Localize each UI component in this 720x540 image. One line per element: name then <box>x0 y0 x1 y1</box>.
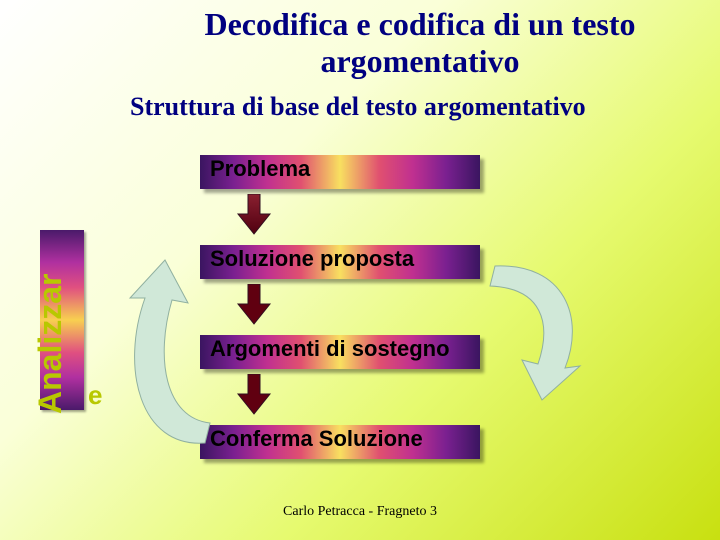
curve-arrow-right-icon <box>480 248 600 408</box>
curve-arrow-left-icon <box>110 248 230 468</box>
slide: Decodifica e codifica di un testo argome… <box>0 0 720 540</box>
step-label-soluzione: Soluzione proposta <box>210 246 510 272</box>
arrow-down-icon <box>236 194 272 238</box>
step-label-argomenti: Argomenti di sostegno <box>210 336 510 362</box>
sidebar-label-suffix: e <box>88 380 102 411</box>
step-label-conferma: Conferma Soluzione <box>210 426 510 452</box>
slide-title: Decodifica e codifica di un testo argome… <box>150 6 690 80</box>
footer-text: Carlo Petracca - Fragneto 3 <box>0 504 720 520</box>
step-label-problema: Problema <box>210 156 510 182</box>
arrow-down-icon <box>236 284 272 328</box>
slide-subtitle: Struttura di base del testo argomentativ… <box>130 92 690 122</box>
sidebar-label: Analizzar <box>32 274 69 414</box>
arrow-down-icon <box>236 374 272 418</box>
